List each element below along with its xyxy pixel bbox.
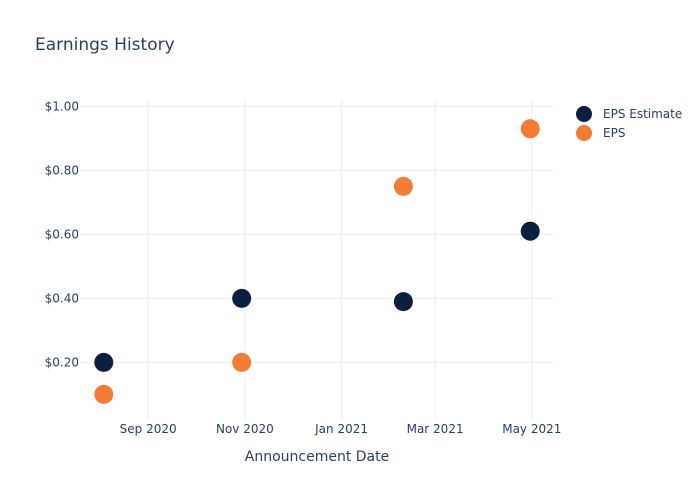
- y-tick-label: $1.00: [45, 99, 79, 113]
- legend-label[interactable]: EPS Estimate: [603, 107, 682, 121]
- eps-estimate-point[interactable]: [232, 288, 252, 308]
- x-axis-ticks: Sep 2020 Nov 2020 Jan 2021 Mar 2021 May 2021: [120, 422, 562, 436]
- y-tick-label: $0.60: [45, 227, 79, 241]
- grid: [80, 100, 554, 420]
- eps-point[interactable]: [94, 384, 114, 404]
- x-tick-label: Jan 2021: [314, 422, 368, 436]
- legend[interactable]: EPS Estimate EPS: [576, 106, 682, 141]
- x-tick-label: Sep 2020: [120, 422, 177, 436]
- eps-point[interactable]: [520, 119, 540, 139]
- eps-point[interactable]: [232, 352, 252, 372]
- x-tick-label: May 2021: [502, 422, 561, 436]
- eps-point[interactable]: [393, 176, 413, 196]
- y-tick-label: $0.40: [45, 291, 79, 305]
- y-tick-label: $0.80: [45, 163, 79, 177]
- chart-title: Earnings History: [35, 35, 175, 55]
- x-tick-label: Mar 2021: [407, 422, 464, 436]
- legend-label[interactable]: EPS: [603, 126, 625, 140]
- y-tick-label: $0.20: [45, 355, 79, 369]
- legend-marker[interactable]: [576, 106, 592, 122]
- eps-estimate-point[interactable]: [520, 221, 540, 241]
- eps-estimate-point[interactable]: [393, 292, 413, 312]
- legend-marker[interactable]: [576, 125, 592, 141]
- x-axis-title: Announcement Date: [245, 449, 389, 465]
- x-tick-label: Nov 2020: [216, 422, 274, 436]
- data-points[interactable]: [94, 119, 540, 404]
- y-axis-ticks: $0.20 $0.40 $0.60 $0.80 $1.00: [45, 99, 79, 369]
- eps-estimate-point[interactable]: [94, 352, 114, 372]
